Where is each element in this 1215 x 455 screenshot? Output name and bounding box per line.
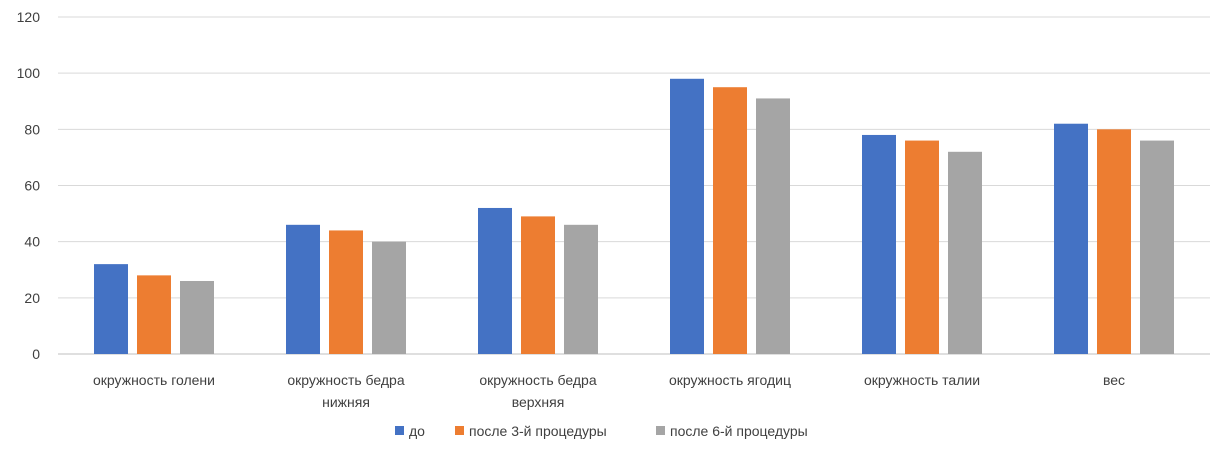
- y-tick-label: 20: [24, 290, 40, 306]
- bar-1-5: [862, 134, 896, 354]
- legend-label: после 3-й процедуры: [469, 423, 607, 439]
- bar-3-6: [1140, 140, 1174, 354]
- legend-swatch: [395, 426, 404, 435]
- bar-3-2: [372, 241, 406, 354]
- bar-1-6: [1054, 123, 1088, 354]
- x-tick-label: окружность голени: [93, 372, 215, 388]
- bar-2-5: [905, 140, 939, 354]
- y-tick-label: 0: [32, 346, 40, 362]
- x-tick-label: окружность ягодиц: [669, 372, 791, 388]
- bar-1-1: [94, 264, 128, 354]
- bar-3-4: [756, 98, 790, 354]
- y-tick-label: 40: [24, 234, 40, 250]
- bar-2-2: [329, 230, 363, 354]
- bar-3-1: [180, 280, 214, 354]
- bar-2-4: [713, 87, 747, 354]
- bar-1-4: [670, 78, 704, 355]
- legend-label: до: [409, 423, 425, 439]
- bar-2-1: [137, 275, 171, 354]
- x-tick-label: окружность бедра: [287, 372, 404, 388]
- bar-2-6: [1097, 129, 1131, 354]
- legend-swatch: [656, 426, 665, 435]
- x-tick-label: окружность бедра: [479, 372, 596, 388]
- x-tick-label: окружность талии: [864, 372, 980, 388]
- y-tick-label: 120: [17, 9, 41, 25]
- x-axis: окружность голени окружность бедра нижняя о…: [93, 372, 1125, 410]
- gridlines: [58, 16, 1210, 355]
- y-tick-label: 80: [24, 121, 40, 137]
- x-tick-label: верхняя: [512, 394, 565, 410]
- bar-1-2: [286, 224, 320, 354]
- bar-1-3: [478, 207, 512, 354]
- y-tick-label: 100: [17, 65, 41, 81]
- x-tick-label: нижняя: [322, 394, 370, 410]
- legend: до после 3-й процедуры после 6-й процедуры: [395, 423, 808, 439]
- legend-swatch: [455, 426, 464, 435]
- bar-3-5: [948, 151, 982, 354]
- y-tick-label: 60: [24, 178, 40, 194]
- legend-label: после 6-й процедуры: [670, 423, 808, 439]
- bars: [94, 78, 1174, 355]
- bar-2-3: [521, 216, 555, 354]
- x-tick-label: вес: [1103, 372, 1125, 388]
- y-axis: 0 20 40 60 80 100 120: [17, 9, 41, 362]
- bar-3-3: [564, 224, 598, 354]
